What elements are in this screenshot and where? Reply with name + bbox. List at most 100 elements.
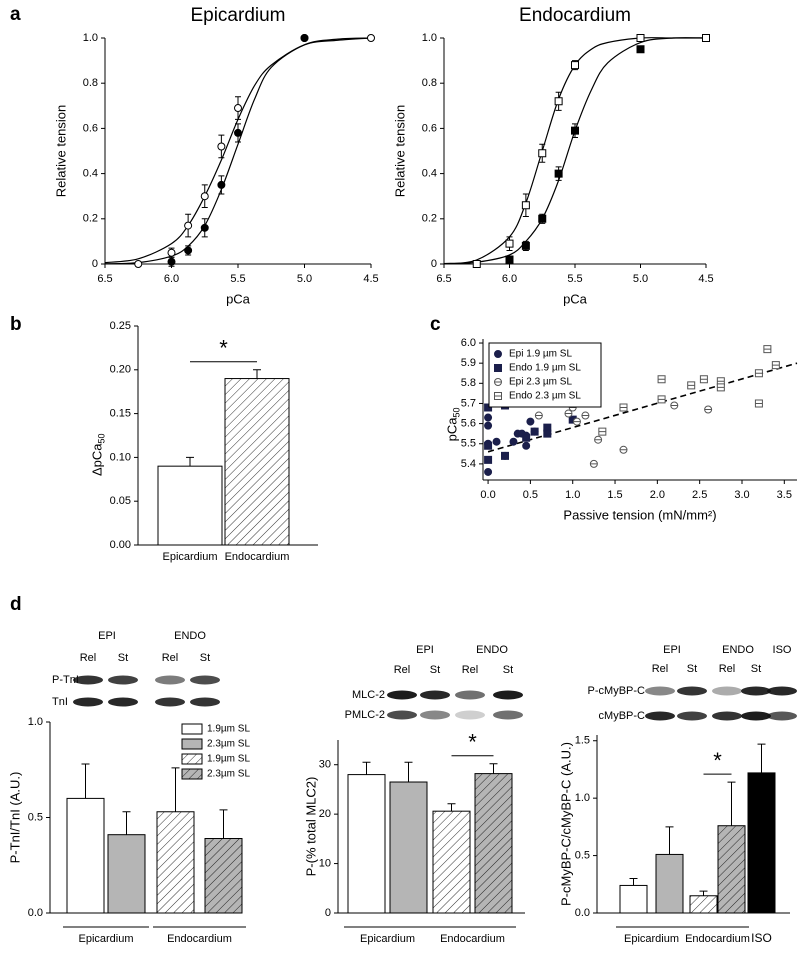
y-tick-label: 5.6 bbox=[461, 418, 476, 430]
data-point bbox=[217, 142, 226, 151]
legend-label: Epi 2.3 µm SL bbox=[509, 377, 572, 388]
y-tick-label: 1.0 bbox=[83, 32, 98, 44]
data-point bbox=[543, 429, 552, 438]
data-point bbox=[505, 239, 514, 248]
blot-lane-label: Rel bbox=[162, 652, 179, 664]
blot-band bbox=[108, 675, 138, 685]
y-tick-label: 0 bbox=[325, 907, 331, 919]
bar bbox=[107, 834, 146, 914]
blot-lane-label: Rel bbox=[652, 663, 669, 675]
legend-swatch bbox=[181, 738, 203, 750]
error-bar bbox=[253, 369, 261, 379]
data-point bbox=[636, 34, 645, 42]
blot-lane-label: Rel bbox=[394, 664, 411, 676]
bar bbox=[389, 781, 428, 914]
data-point bbox=[492, 437, 501, 446]
data-point bbox=[200, 223, 209, 232]
x-tick-label: 6.0 bbox=[164, 273, 179, 285]
x-tick-label: 1.5 bbox=[607, 489, 622, 501]
panel-label: d bbox=[10, 594, 22, 615]
data-point bbox=[200, 192, 209, 201]
panel-label: c bbox=[430, 314, 441, 335]
data-point bbox=[687, 381, 696, 390]
x-tick-label: 6.5 bbox=[97, 273, 112, 285]
blot-band bbox=[767, 686, 797, 696]
data-point bbox=[657, 375, 666, 384]
data-point bbox=[484, 455, 493, 464]
bar bbox=[156, 811, 195, 914]
blot-band bbox=[420, 710, 450, 720]
blot-band bbox=[455, 690, 485, 700]
y-tick-label: 1.0 bbox=[575, 792, 590, 804]
significance-mark: * bbox=[713, 748, 722, 773]
y-axis-label: P-(% total MLC2) bbox=[303, 777, 318, 877]
legend-marker bbox=[493, 378, 503, 386]
data-point bbox=[554, 97, 563, 106]
x-tick-label: 1.0 bbox=[565, 489, 580, 501]
data-point bbox=[522, 441, 531, 450]
data-point bbox=[484, 413, 493, 422]
data-point bbox=[484, 467, 493, 476]
blot-band bbox=[712, 686, 742, 696]
x-tick-label: 5.0 bbox=[633, 273, 648, 285]
data-point bbox=[484, 421, 493, 430]
error-bar bbox=[186, 456, 194, 467]
error-bar bbox=[219, 809, 228, 839]
y-tick-label: 5.9 bbox=[461, 357, 476, 369]
data-point bbox=[763, 345, 772, 354]
legend-marker bbox=[494, 392, 502, 400]
y-tick-label: 0.2 bbox=[422, 213, 437, 225]
data-point bbox=[472, 260, 481, 268]
blot-band bbox=[155, 675, 185, 685]
x-tick-label: 4.5 bbox=[698, 273, 713, 285]
blot-row-label: TnI bbox=[52, 696, 68, 708]
chart-title: Endocardium bbox=[519, 5, 631, 26]
y-axis-label: pCa bbox=[444, 417, 459, 442]
group-label: Epicardium bbox=[624, 933, 679, 945]
y-tick-label: 0.00 bbox=[110, 539, 131, 551]
data-point bbox=[636, 45, 645, 54]
data-point bbox=[184, 246, 193, 255]
data-point bbox=[521, 241, 530, 250]
data-point bbox=[581, 411, 590, 420]
x-axis-label: pCa bbox=[226, 291, 251, 306]
x-tick-label: Endocardium bbox=[225, 551, 290, 563]
data-point bbox=[484, 441, 493, 450]
legend-label: Epi 1.9 µm SL bbox=[509, 349, 572, 360]
data-point bbox=[167, 248, 176, 257]
x-tick-label: 6.0 bbox=[502, 273, 517, 285]
group-label: Endocardium bbox=[685, 933, 750, 945]
legend-label: Endo 1.9 µm SL bbox=[509, 363, 581, 374]
error-bar bbox=[489, 763, 498, 774]
y-tick-label: 0.6 bbox=[83, 122, 98, 134]
y-tick-label: 10 bbox=[319, 857, 331, 869]
fit-curve bbox=[443, 37, 706, 265]
bar bbox=[474, 773, 513, 914]
blot-band bbox=[190, 697, 220, 707]
blot-row-label: P-TnI bbox=[52, 674, 79, 686]
fit-curve bbox=[443, 37, 707, 265]
blot-lane-label: Rel bbox=[462, 664, 479, 676]
x-tick-label: 5.5 bbox=[567, 273, 582, 285]
y-tick-label: 20 bbox=[319, 808, 331, 820]
blot-lane-label: St bbox=[200, 652, 210, 664]
y-tick-label: 5.5 bbox=[461, 438, 476, 450]
data-point bbox=[217, 180, 226, 189]
y-tick-label: 0.4 bbox=[83, 168, 98, 180]
fit-curve bbox=[104, 37, 372, 265]
blot-lane-label: St bbox=[687, 663, 697, 675]
blot-band bbox=[493, 710, 523, 720]
y-tick-label: 0.05 bbox=[110, 495, 131, 507]
data-point bbox=[505, 255, 514, 264]
data-point bbox=[530, 427, 539, 436]
data-point bbox=[716, 383, 725, 392]
bar bbox=[689, 895, 718, 914]
group-label: Endocardium bbox=[167, 933, 232, 945]
y-axis-label-subscript: 50 bbox=[451, 407, 461, 417]
data-point bbox=[572, 417, 581, 426]
blot-band bbox=[387, 690, 417, 700]
group-label: Epicardium bbox=[78, 933, 133, 945]
x-tick-label: 4.5 bbox=[363, 273, 378, 285]
blot-lane-label: Rel bbox=[80, 652, 97, 664]
